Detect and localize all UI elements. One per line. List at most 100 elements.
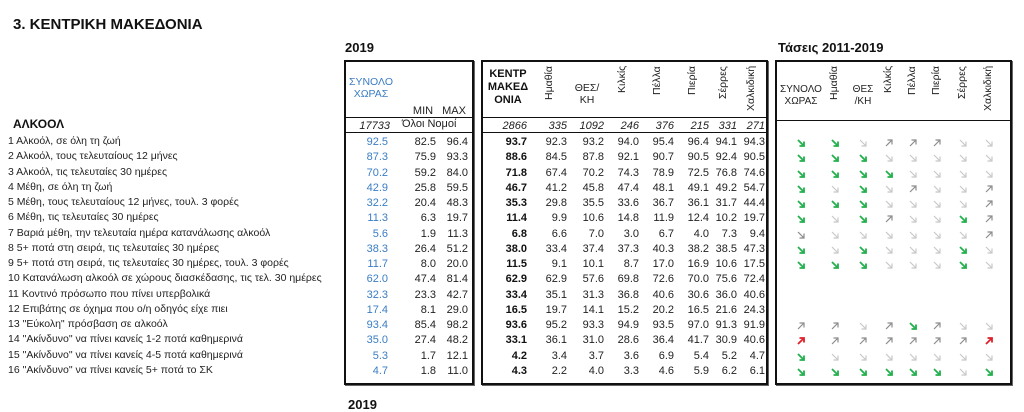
prefecture-cell: 9.1: [551, 258, 567, 270]
trend-down-arrow-icon: [885, 368, 893, 376]
min-cell: 26.4: [414, 242, 436, 255]
trend-down-arrow-icon: [959, 368, 967, 376]
prefecture-cell: 94.0: [617, 136, 639, 148]
prefecture-cell: 54.7: [743, 181, 765, 194]
prefecture-cell: 40.6: [652, 288, 674, 301]
prefecture-header: Πέλλα: [650, 66, 663, 95]
min-cell: 75.9: [414, 151, 436, 164]
trend-down-arrow-icon: [885, 200, 893, 208]
indicator-label: 5 Μέθη, τους τελευταίους 12 μήνες, τουλ.…: [8, 196, 239, 208]
prefecture-header: Ημαθία: [543, 66, 555, 100]
max-cell: 11.3: [447, 227, 468, 240]
trend-down-arrow-icon: [909, 322, 917, 330]
prefecture-cell: 5.2: [721, 349, 737, 362]
region-cell: 4.2: [511, 349, 527, 362]
max-cell: 96.4: [446, 136, 468, 148]
section-year-heading: 2019: [345, 40, 374, 55]
indicator-label: 3 Αλκοόλ, τις τελευταίες 30 ημέρες: [8, 165, 168, 178]
prefecture-column: 92.3 84.5 67.4 41.2 29.8 9.9 6.6 33.4 9.1 62.9 35.…: [533, 135, 567, 379]
trend-down-arrow-icon: [985, 353, 993, 361]
prefecture-cell: 62.9: [545, 273, 567, 286]
trend-down-arrow-icon: [859, 322, 867, 330]
trend-down-arrow-icon: [831, 139, 839, 147]
national-max-column: 96.4 93.3 84.0 59.5 48.3 19.7 11.3 51.2 20.0 81.4…: [432, 135, 468, 379]
prefecture-cell: 78.9: [652, 166, 674, 179]
trend-up-arrow-icon: [985, 337, 993, 345]
total-cell: 5.3: [372, 349, 388, 362]
prefecture-header: Κιλκίς: [615, 66, 628, 94]
prefecture-cell: 75.6: [715, 273, 737, 286]
max-cell: 11.0: [447, 364, 468, 377]
trend-down-arrow-icon: [959, 200, 967, 208]
prefecture-cell: 40.6: [743, 288, 765, 301]
trend-up-arrow-icon: [885, 322, 893, 330]
prefecture-count: 1092: [579, 120, 604, 132]
total-cell: 93.4: [366, 319, 388, 331]
prefecture-cell: 4.0: [693, 227, 709, 240]
trend-down-arrow-icon: [933, 261, 941, 269]
prefecture-cell: 2.2: [551, 364, 567, 377]
trend-down-arrow-icon: [797, 154, 805, 163]
prefecture-cell: 37.4: [582, 242, 604, 255]
prefecture-header: Σέρρες: [717, 66, 729, 99]
trend-down-arrow-icon: [909, 200, 917, 208]
trend-down-arrow-icon: [831, 246, 839, 254]
prefecture-cell: 19.7: [743, 212, 765, 225]
prefecture-column: 94.1 92.4 76.8 49.2 31.7 10.2 7.3 38.5 10.6 75.6 3…: [711, 135, 737, 379]
prefecture-cell: 94.9: [617, 319, 639, 331]
prefecture-cell: 3.7: [588, 349, 604, 362]
total-cell: 42.9: [366, 181, 388, 194]
trend-up-arrow-icon: [885, 139, 893, 147]
min-cell: 23.3: [414, 288, 436, 301]
prefecture-cell: 15.2: [617, 303, 639, 316]
trend-up-arrow-icon: [985, 200, 993, 208]
indicator-label: 9 5+ ποτά στη σειρά, τις τελευταίες 30 η…: [8, 257, 289, 269]
region-cell: 62.9: [505, 273, 527, 286]
trend-down-arrow-icon: [909, 246, 917, 254]
prefecture-cell: 72.6: [652, 273, 674, 286]
prefecture-cell: 3.3: [623, 364, 639, 377]
prefecture-header: Χαλκιδική: [745, 66, 757, 112]
trend-up-arrow-icon: [797, 337, 805, 345]
national-header: ΣΥΝΟΛΟ ΧΩΡΑΣ: [346, 76, 396, 100]
max-cell: 48.2: [446, 334, 468, 347]
trend-header: ΘΕΣ/ΚΗ: [841, 84, 885, 108]
trend-down-arrow-icon: [859, 368, 867, 376]
trend-down-arrow-icon: [959, 231, 967, 239]
total-cell: 87.3: [366, 151, 388, 164]
min-cell: 6.3: [420, 212, 436, 225]
prefecture-cell: 47.4: [617, 181, 639, 194]
prefecture-cell: 7.0: [588, 227, 604, 240]
region-value-column: 93.7 88.6 71.8 46.7 35.3 11.4 6.8 38.0 11.5 62.9 3…: [483, 135, 527, 379]
trend-down-arrow-icon: [933, 231, 941, 239]
prefecture-header: Πιερία: [685, 66, 698, 95]
prefecture-cell: 24.3: [743, 303, 765, 316]
prefecture-cell: 11.9: [653, 212, 674, 225]
trend-down-arrow-icon: [985, 139, 993, 147]
trend-down-arrow-icon: [885, 169, 893, 178]
trend-down-arrow-icon: [859, 154, 867, 163]
trend-up-arrow-icon: [909, 139, 917, 147]
max-cell: 51.2: [446, 242, 468, 255]
prefecture-cell: 6.1: [749, 364, 765, 377]
prefecture-cell: 14.8: [617, 212, 639, 225]
trend-down-arrow-icon: [959, 154, 967, 162]
prefecture-column: 93.2 87.8 70.2 45.8 35.5 10.6 7.0 37.4 10.1 57.6 3…: [570, 135, 604, 379]
prefecture-cell: 70.2: [582, 166, 604, 179]
prefecture-cell: 87.8: [582, 151, 604, 164]
trend-down-arrow-icon: [909, 231, 917, 239]
prefecture-cell: 6.2: [721, 364, 737, 377]
prefecture-cell: 38.5: [715, 242, 737, 255]
trend-down-arrow-icon: [933, 170, 941, 178]
region-cell: 11.4: [506, 212, 527, 225]
prefecture-cell: 9.4: [749, 227, 765, 240]
prefecture-cell: 49.2: [715, 181, 737, 194]
region-cell: 6.8: [511, 227, 527, 240]
prefecture-cell: 35.1: [545, 288, 567, 301]
trend-header: Σέρρες: [956, 66, 968, 99]
trend-down-arrow-icon: [831, 169, 839, 178]
trend-header: Πέλλα: [906, 66, 918, 95]
total-cell: 32.3: [366, 288, 388, 301]
prefecture-cell: 4.6: [658, 364, 674, 377]
prefecture-cell: 17.5: [743, 258, 765, 270]
